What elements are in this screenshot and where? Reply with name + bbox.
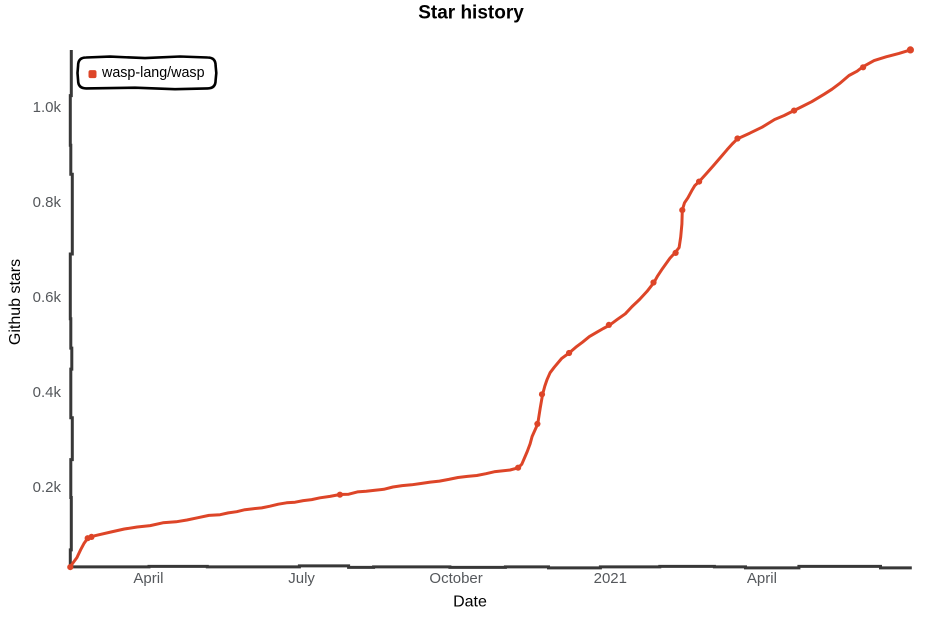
svg-text:0.4k: 0.4k (33, 384, 62, 401)
svg-text:1.0k: 1.0k (33, 99, 62, 116)
svg-text:July: July (288, 570, 315, 587)
svg-text:2021: 2021 (594, 570, 627, 587)
svg-text:Date: Date (453, 594, 487, 611)
svg-text:Star history: Star history (418, 2, 524, 23)
svg-text:Github stars: Github stars (7, 259, 24, 345)
svg-text:0.6k: 0.6k (33, 289, 62, 306)
svg-text:0.2k: 0.2k (33, 479, 62, 496)
svg-text:April: April (133, 570, 163, 587)
svg-text:0.8k: 0.8k (33, 194, 62, 211)
svg-text:April: April (747, 570, 777, 587)
svg-text:October: October (429, 570, 482, 587)
svg-text:wasp-lang/wasp: wasp-lang/wasp (101, 65, 205, 81)
